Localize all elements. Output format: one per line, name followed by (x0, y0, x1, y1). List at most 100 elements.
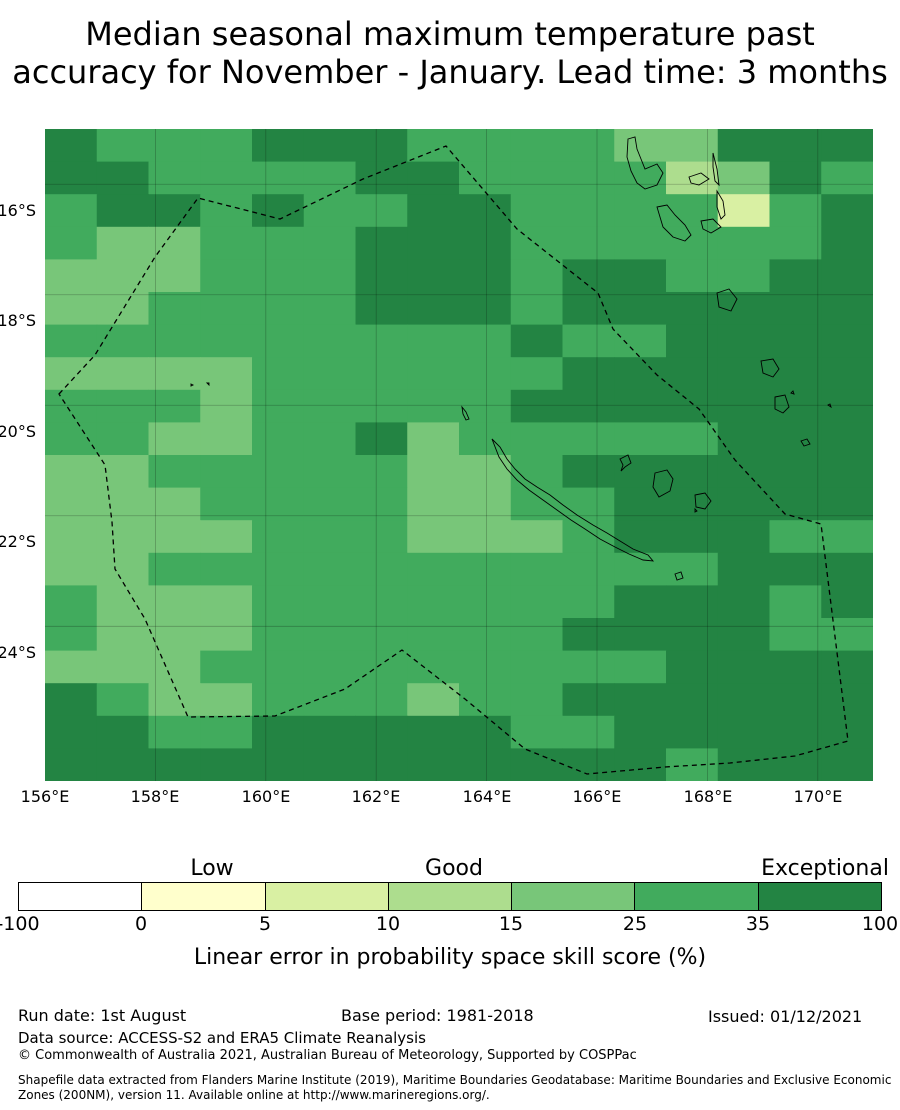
grid-cell (45, 259, 98, 293)
grid-cell (148, 487, 201, 521)
ambae-island (688, 172, 710, 186)
grid-cell (252, 259, 305, 293)
grid-cell (666, 357, 719, 391)
grid-cell (45, 129, 98, 163)
grid-cell (355, 194, 408, 228)
grid-cell (614, 683, 667, 717)
small-islet-6 (694, 507, 698, 513)
small-islet-4 (205, 382, 210, 387)
grid-cell (96, 357, 149, 391)
grid-cell (45, 455, 98, 489)
x-tick-label: 162°E (351, 787, 401, 806)
grid-cell (769, 585, 822, 619)
efate-island (716, 288, 738, 312)
new-caledonia-island (491, 438, 655, 562)
grid-cell (200, 650, 253, 684)
grid-cell (821, 389, 873, 423)
grid-cell (148, 161, 201, 195)
grid-cell (562, 520, 615, 554)
grid-cell (252, 520, 305, 554)
grid-cell (96, 748, 149, 781)
grid-cell (252, 161, 305, 195)
grid-cell (407, 259, 460, 293)
grid-cell (200, 226, 253, 260)
grid-cell (562, 194, 615, 228)
grid-cell (303, 324, 356, 358)
grid-cell (148, 650, 201, 684)
grid-cell (666, 715, 719, 749)
grid-cell (407, 324, 460, 358)
grid-cell (769, 520, 822, 554)
grid-cell (303, 455, 356, 489)
grid-cell (355, 748, 408, 781)
grid-cell (717, 455, 770, 489)
grid-cell (303, 683, 356, 717)
skill-grid-cells (45, 129, 873, 781)
colorbar-segment (512, 883, 636, 910)
grid-cell (717, 748, 770, 781)
grid-cell (200, 357, 253, 391)
grid-cell (562, 389, 615, 423)
grid-cell (614, 520, 667, 554)
grid-cell (666, 618, 719, 652)
coastlines (190, 136, 832, 581)
grid-cell (45, 324, 98, 358)
grid-cell (562, 292, 615, 326)
base-period: Base period: 1981-2018 (341, 1006, 534, 1025)
y-tick-label: 22°S (0, 532, 36, 551)
ambrym-island (700, 218, 722, 234)
small-islet-1 (800, 438, 811, 447)
grid-cell (666, 292, 719, 326)
grid-cell (821, 161, 873, 195)
grid-cell (45, 585, 98, 619)
grid-cell (252, 585, 305, 619)
grid-cell (303, 129, 356, 163)
shapefile-credit-line-2: Zones (200NM), version 11. Available onl… (18, 1088, 490, 1102)
grid-cell (407, 618, 460, 652)
grid-cell (614, 715, 667, 749)
grid-cell (355, 422, 408, 456)
grid-cell (303, 552, 356, 586)
grid-cell (510, 161, 563, 195)
ouvea-island (619, 454, 632, 472)
grid-cell (407, 129, 460, 163)
grid-cell (96, 194, 149, 228)
colorbar-segment (635, 883, 759, 910)
grid-cell (562, 715, 615, 749)
grid-cell (200, 520, 253, 554)
grid-cell (148, 715, 201, 749)
grid-cell (614, 357, 667, 391)
grid-cell (614, 618, 667, 652)
grid-cell (717, 552, 770, 586)
grid-cell (769, 715, 822, 749)
grid-cell (303, 618, 356, 652)
grid-cell (459, 324, 512, 358)
grid-cell (562, 129, 615, 163)
grid-cell (459, 487, 512, 521)
y-tick-label: 16°S (0, 201, 36, 220)
grid-cell (252, 552, 305, 586)
grid-cell (459, 552, 512, 586)
grid-cell (252, 618, 305, 652)
grid-cell (303, 357, 356, 391)
grid-cell (459, 259, 512, 293)
grid-cell (45, 292, 98, 326)
grid-cell (148, 292, 201, 326)
grid-cell (355, 715, 408, 749)
grid-cell (821, 422, 873, 456)
grid-cell (407, 422, 460, 456)
grid-cell (562, 552, 615, 586)
pentecost-island (716, 189, 726, 220)
grid-cell (200, 683, 253, 717)
grid-cell (769, 259, 822, 293)
grid-cell (666, 552, 719, 586)
small-islet-5 (190, 383, 195, 387)
grid-cell (769, 618, 822, 652)
grid-cell (148, 226, 201, 260)
grid-cell (666, 585, 719, 619)
grid-cell (821, 455, 873, 489)
grid-cell (666, 389, 719, 423)
grid-cell (510, 618, 563, 652)
grid-cell (252, 226, 305, 260)
grid-cell (769, 455, 822, 489)
